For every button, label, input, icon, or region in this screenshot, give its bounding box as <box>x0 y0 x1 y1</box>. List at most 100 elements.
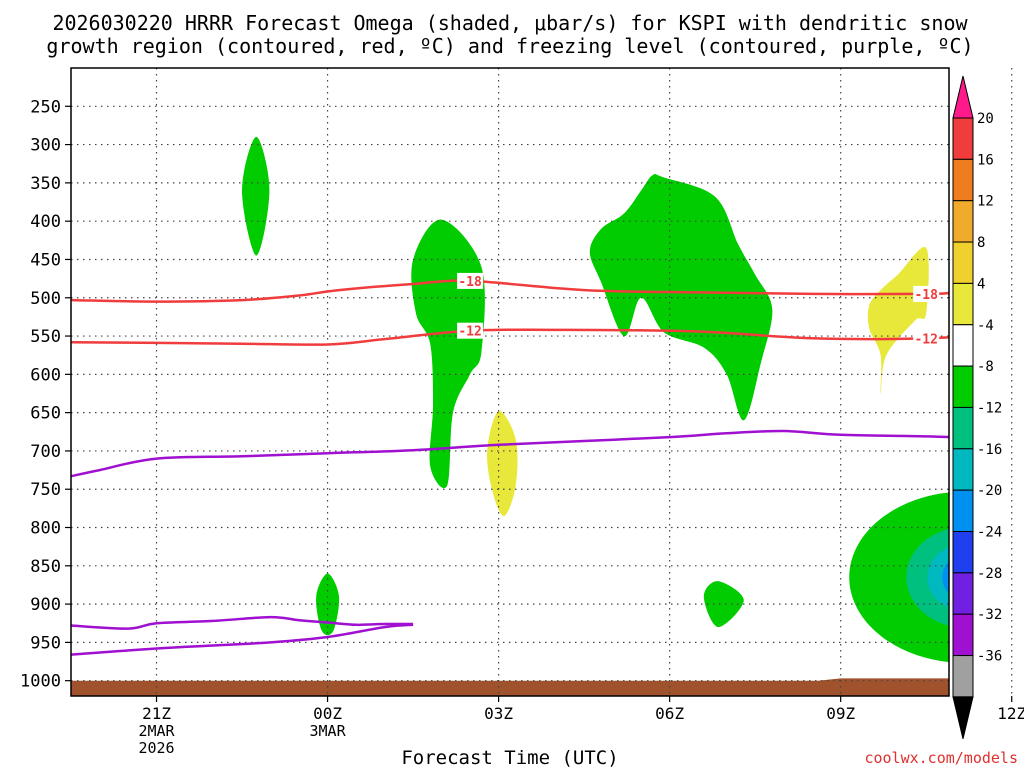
omega-blob-green-5 <box>703 581 744 628</box>
freezing-level-low-contour-b <box>71 623 414 656</box>
plot-fill-layer <box>71 70 1024 696</box>
omega-updraft-core-ring-0 <box>966 401 1024 539</box>
y-tick-label-500: 500 <box>30 289 61 309</box>
colorbar-segment-6 <box>952 324 974 367</box>
dendritic-top-contour-label-1: -18 <box>914 288 938 303</box>
colorbar-label-8: 8 <box>977 235 985 251</box>
colorbar-label--28: -28 <box>977 566 1002 582</box>
colorbar-label--24: -24 <box>977 525 1002 541</box>
colorbar-label-4: 4 <box>977 276 985 292</box>
colorbar-segment-8 <box>952 406 974 450</box>
plot-frame <box>70 67 950 697</box>
colorbar-label-12: 12 <box>977 194 994 210</box>
colorbar-segment-5 <box>952 282 974 326</box>
y-tick-label-250: 250 <box>30 97 61 117</box>
chart-title-line-1: 2026030220 HRRR Forecast Omega (shaded, … <box>52 11 968 35</box>
dendritic-top-contour <box>71 279 949 303</box>
y-tick-label-750: 750 <box>30 480 61 500</box>
y-tick-label-350: 350 <box>30 174 61 194</box>
y-tick-label-950: 950 <box>30 633 61 653</box>
colorbar-segment-10 <box>952 489 974 532</box>
omega-downdraft-core-ring-8 <box>983 230 1024 360</box>
gridlines <box>71 68 1013 696</box>
x-tick-label-00Z: 00Z <box>313 704 342 723</box>
surface-terrain <box>71 678 949 696</box>
freezing-level-low-contour-a <box>71 615 414 630</box>
x-tick-label-2MAR: 2MAR <box>138 722 175 740</box>
y-tick-label-850: 850 <box>30 557 61 577</box>
x-tick-label-2026: 2026 <box>138 739 174 757</box>
x-tick-label-09Z: 09Z <box>826 704 855 723</box>
omega-blob-yellow-1 <box>487 410 518 517</box>
omega-updraft-core-ring-2 <box>974 415 1024 525</box>
colorbar-segment-4 <box>952 241 974 284</box>
colorbar-label--16: -16 <box>977 442 1002 458</box>
colorbar: 20 16 12 8 4 -4 -8 -12 -16 -20 -24 -28 -32 -36 <box>952 75 1002 740</box>
y-tick-label-1000: 1000 <box>20 672 61 692</box>
x-tick-label-3MAR: 3MAR <box>309 722 346 740</box>
y-tick-label-400: 400 <box>30 212 61 232</box>
colorbar-label--12: -12 <box>977 400 1002 416</box>
omega-blob-green-4 <box>589 174 773 421</box>
colorbar-label--8: -8 <box>977 359 994 375</box>
omega-updraft-core-ring-1 <box>970 409 1024 532</box>
colorbar-label--36: -36 <box>977 649 1002 665</box>
x-tick-label-06Z: 06Z <box>655 704 684 723</box>
omega-lower-core-ring-2 <box>927 547 949 608</box>
colorbar-segment-9 <box>952 448 974 491</box>
dendritic-bottom-contour-label-bg-0 <box>457 322 484 339</box>
colorbar-segment-1 <box>952 117 974 160</box>
colorbar-segment-2 <box>952 158 974 202</box>
colorbar-segment-12 <box>952 572 974 615</box>
dendritic-bottom-contour-label-0: -12 <box>458 325 481 340</box>
colorbar-segment-11 <box>952 531 974 574</box>
x-axis-label: Forecast Time (UTC) <box>401 747 618 768</box>
colorbar-segment-3 <box>952 200 974 243</box>
omega-lower-core-ring-3 <box>942 561 949 594</box>
omega-updraft-core-ring-3 <box>979 423 1024 518</box>
pressure-axis: 250 300 350 400 450 500 550 600 650 700 750 800 850 9… <box>20 97 71 692</box>
omega-downdraft-core-ring-1 <box>967 202 1024 389</box>
omega-lower-core-ring-0 <box>849 492 949 663</box>
dendritic-top-contour-label-bg-0 <box>457 272 484 289</box>
omega-blob-green-1 <box>242 136 270 256</box>
y-tick-label-600: 600 <box>30 365 61 385</box>
y-tick-label-550: 550 <box>30 327 61 347</box>
y-tick-label-700: 700 <box>30 442 61 462</box>
omega-downdraft-core-ring-7 <box>980 227 1024 365</box>
y-tick-label-300: 300 <box>30 136 61 156</box>
omega-blob-yellow-2 <box>867 247 929 394</box>
colorbar-label-16: 16 <box>977 152 994 168</box>
credit-label: coolwx.com/models <box>864 749 1018 767</box>
dendritic-bottom-contour <box>71 328 949 346</box>
colorbar-label--4: -4 <box>977 318 994 334</box>
y-tick-label-900: 900 <box>30 595 61 615</box>
omega-blob-green-2 <box>316 573 340 636</box>
dendritic-top-contour-label-0: -18 <box>458 275 482 290</box>
colorbar-segment-14 <box>952 655 974 698</box>
y-tick-label-650: 650 <box>30 404 61 424</box>
freezing-level-contour <box>71 429 949 478</box>
x-tick-label-12Z: 12Z <box>997 704 1024 723</box>
dendritic-top-contour-label-bg-1 <box>913 285 940 302</box>
dendritic-bottom-contour-label-1: -12 <box>914 332 937 347</box>
omega-downdraft-core-ring-6 <box>979 224 1024 366</box>
contour-layer: -18 -18 -12 -12 <box>71 272 949 656</box>
colorbar-segment-7 <box>952 365 974 408</box>
colorbar-label--32: -32 <box>977 607 1002 623</box>
omega-upper-core-ring-1 <box>995 70 1024 171</box>
x-tick-label-21Z: 21Z <box>142 704 171 723</box>
colorbar-top-arrow <box>952 75 974 119</box>
x-tick-label-03Z: 03Z <box>484 704 513 723</box>
dendritic-bottom-contour-label-bg-1 <box>913 330 940 347</box>
omega-downdraft-core-ring-0 <box>965 198 1024 393</box>
colorbar-label--20: -20 <box>977 483 1002 499</box>
colorbar-label-20: 20 <box>977 111 994 127</box>
chart-title-line-2: growth region (contoured, red, ºC) and f… <box>46 34 973 58</box>
y-tick-label-800: 800 <box>30 519 61 539</box>
y-tick-label-450: 450 <box>30 250 61 270</box>
colorbar-bottom-arrow <box>952 696 974 740</box>
colorbar-segment-13 <box>952 613 974 657</box>
